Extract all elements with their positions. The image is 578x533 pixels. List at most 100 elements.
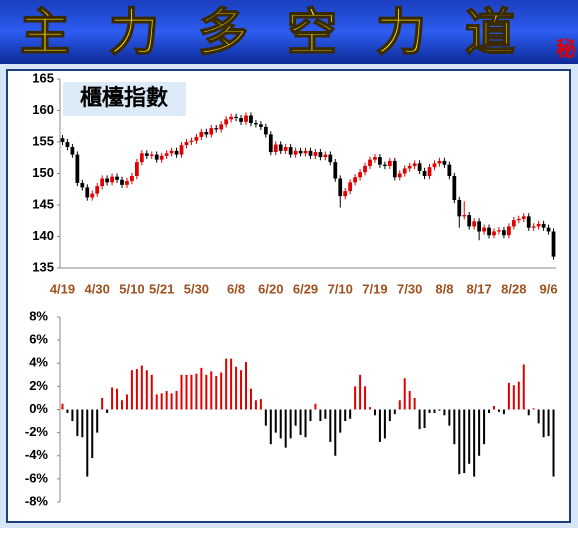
candle-body <box>338 178 343 197</box>
candle-body <box>189 140 194 142</box>
candle-body <box>363 165 367 173</box>
candle-body <box>432 163 437 168</box>
bar <box>428 409 431 413</box>
y-tick-label: 150 <box>32 165 54 180</box>
candle-body <box>110 176 114 183</box>
bar <box>130 370 133 410</box>
bar <box>468 409 471 464</box>
candle-body <box>382 164 387 166</box>
candle-body <box>268 134 273 153</box>
bar <box>324 409 327 419</box>
y-tick-label: -4% <box>25 447 49 462</box>
x-tick-label: 7/30 <box>397 281 422 296</box>
candle-body <box>497 230 501 232</box>
bar <box>299 409 302 435</box>
candle-body <box>348 182 353 192</box>
bar <box>527 409 530 416</box>
candle-body <box>526 216 531 228</box>
candle-body <box>244 115 248 122</box>
x-tick-label: 7/19 <box>362 281 387 296</box>
bar <box>195 373 198 410</box>
candle-body <box>417 163 422 171</box>
bar <box>507 382 510 410</box>
bar <box>165 391 168 410</box>
candle-body <box>511 220 516 227</box>
candle-body <box>70 147 75 155</box>
bar <box>245 362 247 410</box>
bar <box>378 409 381 442</box>
bar <box>398 400 401 410</box>
candle-body <box>407 165 412 169</box>
candle-body <box>65 142 70 148</box>
bar <box>210 371 213 410</box>
candle-body <box>437 160 442 164</box>
bar <box>542 409 545 438</box>
bar <box>294 409 297 426</box>
bar <box>344 409 347 422</box>
plot-panel <box>6 69 571 523</box>
candle-body <box>462 215 467 217</box>
candle-body <box>482 227 486 232</box>
candle-body <box>95 186 100 194</box>
bar <box>483 409 486 445</box>
candle-body <box>214 128 219 130</box>
x-tick-label: 6/29 <box>293 281 318 296</box>
y-tick-label: 160 <box>32 102 54 117</box>
bar <box>512 385 515 410</box>
bar <box>453 409 456 445</box>
candle-body <box>467 215 472 227</box>
y-tick-label: 0% <box>29 401 48 416</box>
bar <box>190 374 193 410</box>
candle-body <box>303 150 308 154</box>
candle-body <box>502 230 506 236</box>
candle-body <box>551 231 556 257</box>
candle-body <box>492 231 496 236</box>
candle-body <box>90 193 95 198</box>
candle-body <box>353 177 358 183</box>
candle-body <box>373 157 377 160</box>
bar <box>180 374 183 410</box>
bar <box>150 374 153 410</box>
bar <box>220 372 223 410</box>
candle-body <box>115 176 119 180</box>
candle-body <box>169 150 174 154</box>
bar <box>254 400 257 410</box>
x-tick-label: 8/8 <box>435 281 453 296</box>
bar <box>383 409 386 439</box>
y-tick-label: -8% <box>25 493 49 508</box>
bar <box>170 393 173 410</box>
bar <box>309 409 312 422</box>
bar <box>473 409 476 477</box>
candle-body <box>516 218 521 221</box>
bar <box>175 391 178 410</box>
candle-body <box>159 155 164 160</box>
candle-body <box>85 187 90 198</box>
bar <box>235 366 238 410</box>
candle-body <box>387 160 392 166</box>
y-tick-label: 145 <box>32 196 54 211</box>
bar <box>279 409 282 439</box>
candle-body <box>402 168 407 174</box>
candle-body <box>536 223 541 227</box>
bar <box>552 409 555 477</box>
candle-body <box>412 163 417 166</box>
candle-body <box>105 178 110 183</box>
bar <box>418 409 421 430</box>
bar <box>140 365 143 410</box>
candle-body <box>194 136 199 141</box>
candle-body <box>174 150 179 155</box>
bar <box>349 409 352 419</box>
candle-body <box>313 152 318 156</box>
x-tick-label: 9/6 <box>540 281 558 296</box>
y-tick-label: -2% <box>25 424 49 439</box>
candle-body <box>328 154 333 163</box>
bar <box>488 409 491 413</box>
bar <box>359 374 362 410</box>
candle-body <box>239 118 243 122</box>
y-tick-label: 135 <box>32 259 54 274</box>
bar <box>329 409 332 442</box>
candle-body <box>358 172 362 178</box>
candle-body <box>224 119 229 125</box>
candle-body <box>139 153 144 163</box>
candle-body <box>541 223 546 228</box>
